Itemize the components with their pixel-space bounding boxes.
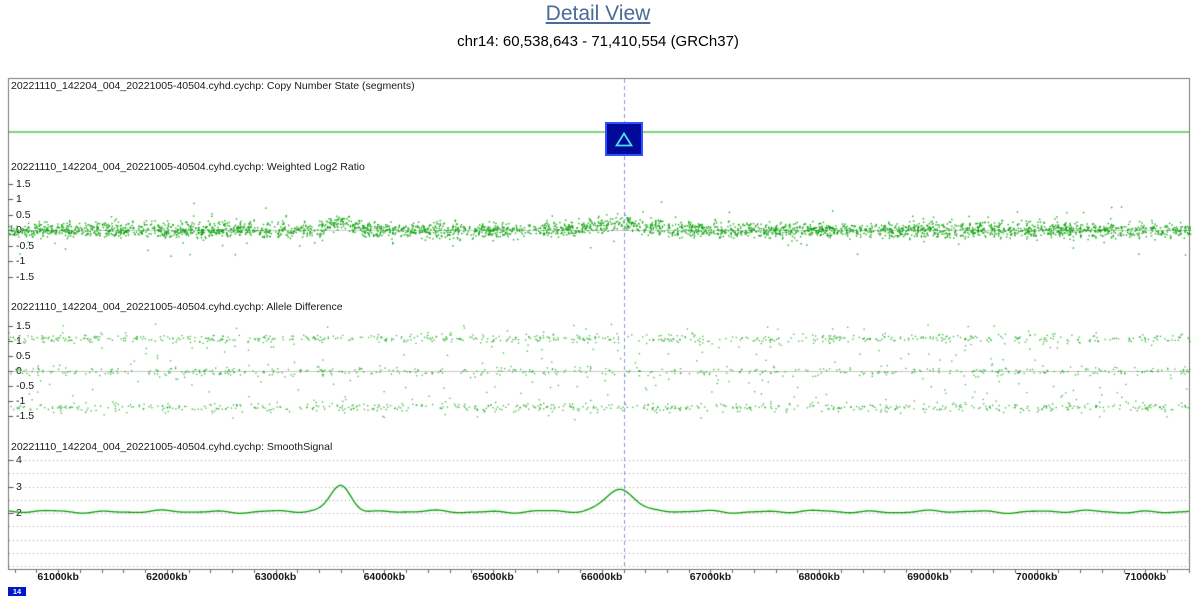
x-tick-label: 70000kb xyxy=(1015,571,1058,583)
y-tick-label: 1.5 xyxy=(16,320,31,332)
x-tick-label: 62000kb xyxy=(146,571,188,583)
y-tick-label: 1 xyxy=(16,193,22,205)
chromosome-badge: 14 xyxy=(8,587,26,596)
track-title: 20221110_142204_004_20221005-40504.cyhd.… xyxy=(11,441,333,453)
track-title: 20221110_142204_004_20221005-40504.cyhd.… xyxy=(11,80,415,92)
track-title: 20221110_142204_004_20221005-40504.cyhd.… xyxy=(11,161,365,173)
x-tick-label: 68000kb xyxy=(798,571,840,583)
x-tick-label: 64000kb xyxy=(363,571,406,583)
x-tick-label: 65000kb xyxy=(472,571,514,583)
y-tick-label: 1 xyxy=(16,335,22,347)
cnv-marker[interactable] xyxy=(604,122,643,156)
y-tick-label: -0.5 xyxy=(16,239,35,252)
y-tick-label: 0 xyxy=(16,224,22,236)
y-tick-label: 1.5 xyxy=(16,177,31,190)
y-tick-label: 0.5 xyxy=(16,208,31,221)
header: Detail View chr14: 60,538,643 - 71,410,5… xyxy=(0,2,1196,50)
y-tick-label: 3 xyxy=(16,480,22,493)
x-tick-label: 69000kb xyxy=(907,571,949,583)
y-tick-label: -1 xyxy=(16,255,26,267)
y-tick-label: 0.5 xyxy=(16,350,31,362)
track-title: 20221110_142204_004_20221005-40504.cyhd.… xyxy=(11,301,343,313)
y-tick-label: -1.5 xyxy=(16,270,35,283)
x-tick-label: 71000kb xyxy=(1124,571,1167,583)
y-tick-label: 0 xyxy=(16,365,22,377)
triangle-icon xyxy=(614,131,633,146)
x-tick-label: 66000kb xyxy=(581,571,623,583)
y-tick-label: 4 xyxy=(16,454,22,466)
page-title[interactable]: Detail View xyxy=(545,2,651,25)
x-tick-label: 67000kb xyxy=(689,571,732,583)
x-tick-label: 61000kb xyxy=(37,571,79,583)
locus-subtitle: chr14: 60,538,643 - 71,410,554 (GRCh37) xyxy=(457,33,739,50)
y-tick-label: -0.5 xyxy=(16,380,35,392)
y-tick-label: -1.5 xyxy=(16,410,35,422)
x-tick-label: 63000kb xyxy=(254,571,297,583)
y-tick-label: 2 xyxy=(16,507,22,519)
y-tick-label: -1 xyxy=(16,395,26,407)
